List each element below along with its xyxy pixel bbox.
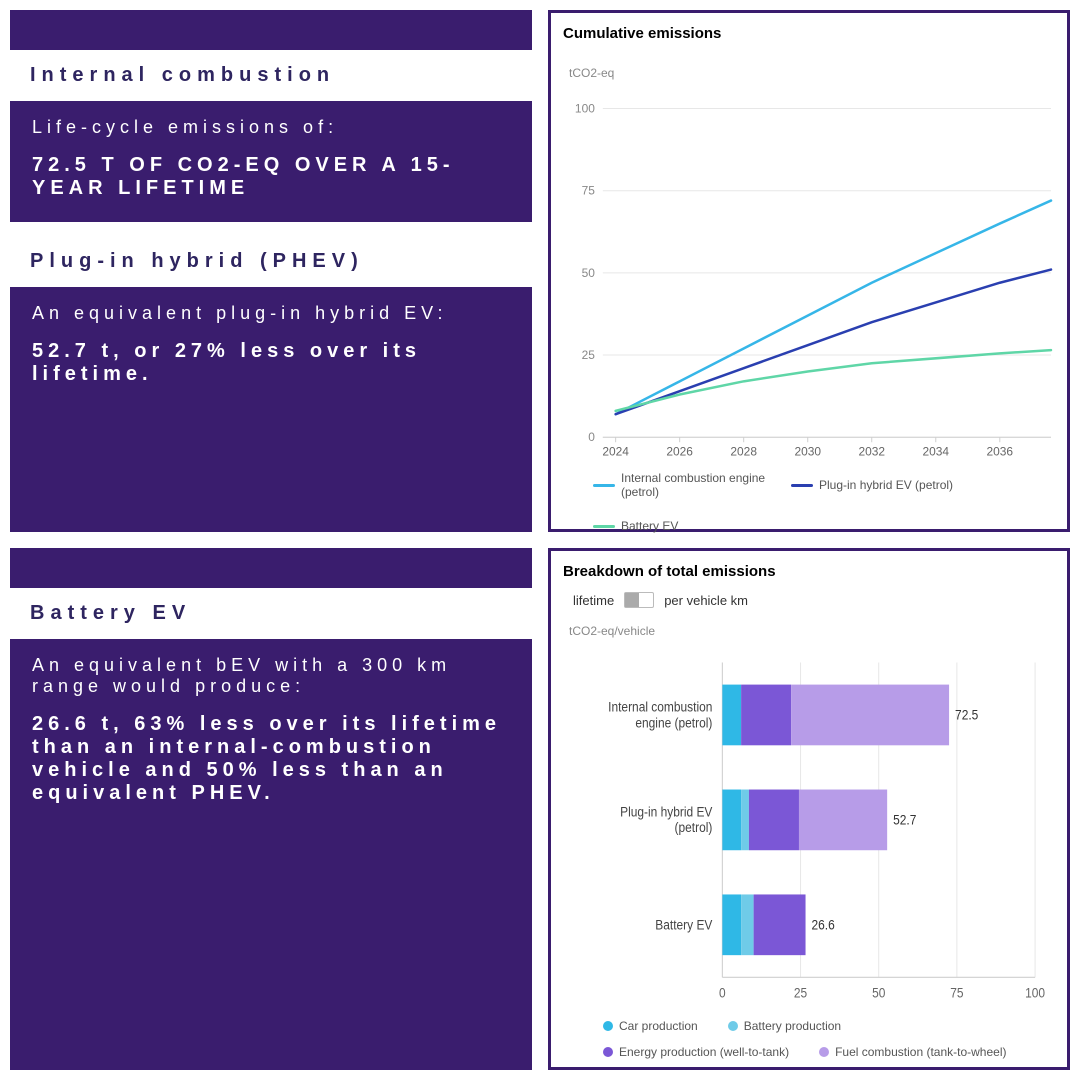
legend-item: Car production (603, 1019, 698, 1033)
legend-label: Battery EV (621, 519, 678, 533)
svg-text:Battery EV: Battery EV (655, 917, 713, 933)
phev-title: Plug-in hybrid (PHEV) (30, 250, 364, 272)
phev-header: Plug-in hybrid (PHEV) (10, 236, 532, 287)
bar-chart-ylabel: tCO2-eq/vehicle (569, 624, 1055, 638)
legend-swatch (603, 1021, 613, 1031)
legend-label: Fuel combustion (tank-to-wheel) (835, 1045, 1006, 1059)
bev-sub: An equivalent bEV with a 300 km range wo… (32, 655, 510, 697)
legend-swatch (603, 1047, 613, 1057)
legend-label: Internal combustion engine (petrol) (621, 471, 771, 499)
svg-text:50: 50 (582, 266, 596, 280)
legend-swatch (819, 1047, 829, 1057)
svg-text:50: 50 (872, 985, 885, 1001)
legend-item: Battery EV (593, 519, 678, 533)
bar-chart-box: Breakdown of total emissions lifetime pe… (548, 548, 1070, 1070)
svg-text:100: 100 (1025, 985, 1045, 1001)
legend-swatch (728, 1021, 738, 1031)
phev-stat: 52.7 t, or 27% less over its lifetime. (32, 340, 510, 386)
ic-header: Internal combustion (10, 50, 532, 101)
ic-sub: Life-cycle emissions of: (32, 117, 510, 138)
line-chart-legend: Internal combustion engine (petrol) Plug-… (563, 465, 1055, 533)
ic-title: Internal combustion (30, 64, 335, 86)
svg-text:72.5: 72.5 (955, 707, 978, 723)
bar-chart-title: Breakdown of total emissions (563, 563, 1055, 580)
bev-title: Battery EV (30, 602, 191, 624)
line-chart-title: Cumulative emissions (563, 25, 1055, 42)
legend-item: Fuel combustion (tank-to-wheel) (819, 1045, 1006, 1059)
bar-chart-toggle[interactable]: lifetime per vehicle km (573, 592, 1055, 608)
svg-text:2028: 2028 (730, 444, 757, 458)
svg-text:25: 25 (794, 985, 807, 1001)
line-chart-ylabel: tCO2-eq (569, 66, 1055, 80)
panel-top-left: Internal combustion Life-cycle emissions… (10, 10, 532, 532)
ic-body: Life-cycle emissions of: 72.5 T OF CO2-E… (10, 101, 532, 222)
legend-label: Plug-in hybrid EV (petrol) (819, 478, 953, 492)
svg-text:26.6: 26.6 (812, 917, 835, 933)
line-chart-plot: 0 25 50 75 100 2024 2026 2028 2030 2032 2034 2036 (563, 82, 1055, 465)
toggle-switch[interactable] (624, 592, 654, 608)
legend-label: Battery production (744, 1019, 841, 1033)
legend-item: Internal combustion engine (petrol) (593, 471, 771, 499)
svg-text:2024: 2024 (602, 444, 629, 458)
legend-label: Energy production (well-to-tank) (619, 1045, 789, 1059)
legend-item: Battery production (728, 1019, 841, 1033)
svg-text:0: 0 (588, 430, 595, 444)
toggle-left-label: lifetime (573, 593, 614, 608)
svg-text:2034: 2034 (922, 444, 949, 458)
toggle-knob (625, 593, 639, 607)
phev-sub: An equivalent plug-in hybrid EV: (32, 303, 510, 324)
svg-text:Internal combustion: Internal combustion (608, 699, 712, 715)
svg-text:75: 75 (950, 985, 963, 1001)
legend-label: Car production (619, 1019, 698, 1033)
ic-stat: 72.5 T OF CO2-EQ OVER A 15-YEAR LIFETIME (32, 154, 510, 200)
svg-text:2026: 2026 (666, 444, 693, 458)
svg-text:Plug-in hybrid EV: Plug-in hybrid EV (620, 804, 713, 820)
legend-swatch (593, 525, 615, 528)
svg-text:2030: 2030 (794, 444, 821, 458)
svg-text:75: 75 (582, 184, 596, 198)
toggle-right-label: per vehicle km (664, 593, 748, 608)
panel-bottom-left: Battery EV An equivalent bEV with a 300 … (10, 548, 532, 1070)
svg-text:2032: 2032 (858, 444, 885, 458)
top-stripe (10, 10, 532, 50)
legend-item: Plug-in hybrid EV (petrol) (791, 471, 953, 499)
svg-text:52.7: 52.7 (893, 812, 916, 828)
svg-text:engine (petrol): engine (petrol) (635, 715, 712, 731)
legend-swatch (593, 484, 615, 487)
legend-swatch (791, 484, 813, 487)
bev-header: Battery EV (10, 588, 532, 639)
svg-text:(petrol): (petrol) (675, 820, 713, 836)
svg-text:100: 100 (575, 101, 595, 115)
svg-text:0: 0 (719, 985, 726, 1001)
bev-top-stripe (10, 548, 532, 588)
phev-body: An equivalent plug-in hybrid EV: 52.7 t,… (10, 287, 532, 532)
line-chart-box: Cumulative emissions tCO2-eq 0 25 50 75 100 2… (548, 10, 1070, 532)
legend-item: Energy production (well-to-tank) (603, 1045, 789, 1059)
bev-body: An equivalent bEV with a 300 km range wo… (10, 639, 532, 1070)
bev-stat: 26.6 t, 63% less over its lifetime than … (32, 713, 510, 805)
bar-chart-legend: Car production Battery production Energy p… (563, 1011, 1055, 1059)
svg-text:25: 25 (582, 348, 596, 362)
svg-text:2036: 2036 (987, 444, 1014, 458)
bar-chart-plot: 0 25 50 75 100 72.5 Internal combustionengine … (563, 640, 1055, 1011)
